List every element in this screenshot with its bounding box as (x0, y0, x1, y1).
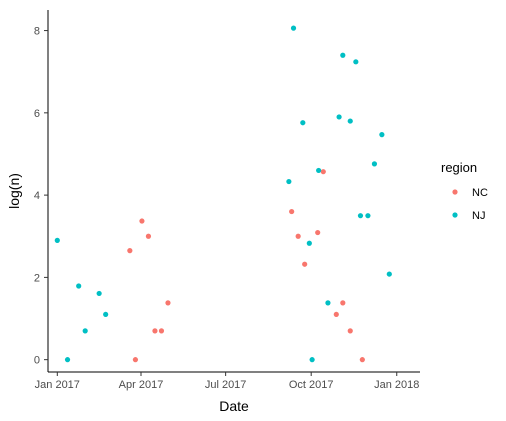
data-point-nc (315, 229, 321, 236)
data-point-nj (340, 52, 346, 58)
legend-key-nj (452, 212, 458, 218)
data-point-nc (340, 300, 346, 306)
data-point-nc (295, 233, 301, 239)
data-point-nj (336, 114, 342, 120)
x-tick-label: Apr 2017 (119, 379, 164, 391)
data-point-nj (357, 213, 364, 219)
legend-key-nc (452, 189, 458, 195)
data-point-nc (165, 300, 171, 306)
legend-label-nj: NJ (472, 210, 485, 222)
legend-title: region (441, 160, 477, 175)
y-tick-label: 4 (34, 190, 40, 202)
legend: region NC NJ (441, 160, 488, 222)
data-point-nj (76, 283, 82, 289)
data-point-nj (82, 328, 88, 334)
data-point-nc (347, 328, 353, 334)
data-point-nj (386, 271, 392, 277)
data-point-nj (353, 59, 359, 65)
x-tick-label: Oct 2017 (289, 379, 334, 391)
y-tick-label: 2 (34, 272, 40, 284)
x-axis-title: Date (219, 398, 249, 414)
data-point-nj (96, 290, 102, 297)
legend-label-nc: NC (472, 187, 488, 199)
data-point-nj (290, 25, 297, 31)
x-tick-label: Jul 2017 (205, 379, 247, 391)
y-tick-label: 6 (34, 108, 40, 120)
data-point-nj (306, 240, 312, 246)
data-point-nc (127, 248, 133, 254)
data-point-nj (103, 311, 109, 318)
data-point-nc (359, 357, 365, 363)
axes (47, 10, 420, 373)
data-point-nj (54, 237, 60, 243)
plot-area (54, 25, 392, 363)
data-point-nc (302, 261, 308, 267)
data-point-nc (145, 233, 152, 239)
x-tick-label: Jan 2018 (374, 379, 419, 391)
data-point-nj (316, 167, 322, 174)
data-point-nj (379, 132, 385, 138)
data-point-nj (371, 161, 378, 167)
data-point-nc (132, 357, 139, 363)
y-axis-title: log(n) (6, 173, 22, 209)
data-point-nj (286, 178, 292, 185)
data-point-nj (347, 118, 353, 124)
data-point-nc (333, 311, 339, 318)
y-tick-label: 8 (34, 26, 40, 38)
data-point-nc (289, 208, 295, 215)
data-point-nc (139, 218, 145, 224)
x-tick-label: Jan 2017 (35, 379, 80, 391)
y-tick-label: 0 (34, 355, 40, 367)
data-point-nj (365, 213, 371, 219)
data-point-nc (320, 169, 326, 175)
data-point-nj (309, 357, 315, 363)
x-axis-ticks: Jan 2017 Apr 2017 Jul 2017 Oct 2017 Jan 2018 (35, 372, 419, 391)
data-point-nj (300, 120, 306, 126)
data-point-nj (325, 300, 331, 306)
data-point-nj (64, 357, 71, 363)
data-point-nc (152, 328, 158, 334)
data-point-nc (158, 328, 165, 334)
y-axis-ticks: 0 2 4 6 8 (34, 26, 48, 367)
